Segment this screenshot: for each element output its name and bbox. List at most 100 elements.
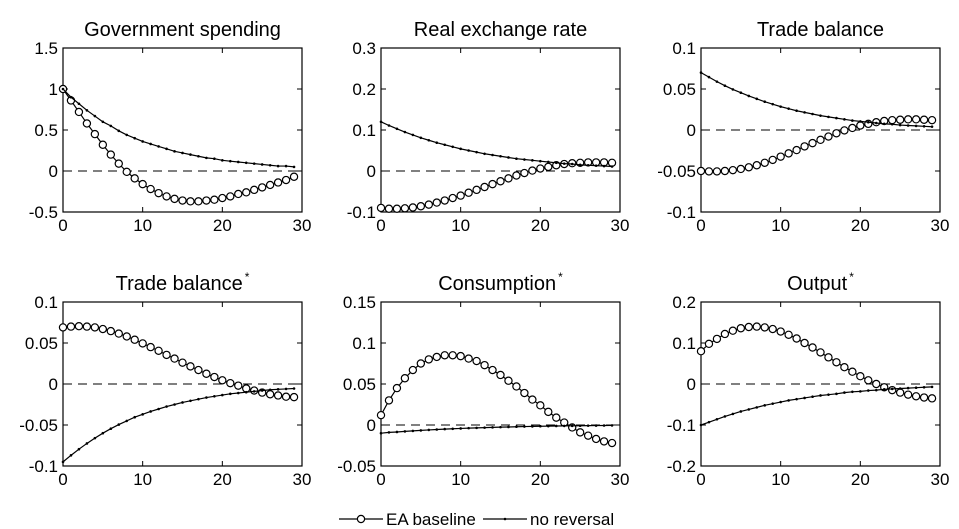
y-tick-label: 0 bbox=[687, 121, 696, 140]
data-point-ea-baseline bbox=[66, 322, 76, 331]
data-point-ea-baseline bbox=[82, 119, 92, 128]
data-point-no-reversal bbox=[165, 147, 168, 151]
data-point-no-reversal bbox=[763, 100, 767, 104]
data-point-ea-baseline bbox=[218, 193, 227, 203]
data-point-ea-baseline bbox=[752, 161, 761, 170]
x-tick-label: 0 bbox=[58, 470, 67, 489]
data-point-ea-baseline bbox=[512, 171, 521, 180]
data-point-no-reversal bbox=[602, 424, 606, 427]
data-point-no-reversal bbox=[419, 429, 423, 432]
data-point-ea-baseline bbox=[575, 428, 585, 437]
data-point-ea-baseline bbox=[472, 185, 481, 195]
legend: EA baseline no reversal bbox=[339, 510, 614, 529]
data-point-no-reversal bbox=[898, 123, 902, 127]
data-point-ea-baseline bbox=[776, 152, 785, 161]
y-tick-label: 0 bbox=[687, 375, 696, 394]
data-point-no-reversal bbox=[268, 388, 272, 392]
data-point-no-reversal bbox=[906, 386, 910, 390]
data-point-no-reversal bbox=[882, 122, 886, 126]
data-point-no-reversal bbox=[260, 163, 264, 166]
data-point-no-reversal bbox=[547, 160, 550, 164]
data-point-no-reversal bbox=[803, 396, 806, 400]
panel-title-text: Consumption bbox=[438, 273, 556, 295]
data-point-ea-baseline bbox=[170, 194, 179, 204]
data-point-no-reversal bbox=[93, 436, 97, 440]
data-point-no-reversal bbox=[173, 403, 176, 406]
data-point-no-reversal bbox=[906, 124, 910, 127]
data-point-no-reversal bbox=[173, 150, 176, 153]
data-point-no-reversal bbox=[859, 390, 862, 393]
data-point-ea-baseline bbox=[186, 197, 195, 206]
data-point-ea-baseline bbox=[178, 196, 187, 205]
data-point-ea-baseline bbox=[768, 324, 777, 334]
data-point-ea-baseline bbox=[472, 356, 481, 366]
data-point-no-reversal bbox=[181, 401, 184, 404]
panel-2: Real exchange rate-0.100.10.20.30 10 20 30 bbox=[347, 19, 630, 235]
data-point-ea-baseline bbox=[440, 196, 449, 205]
data-point-ea-baseline bbox=[599, 437, 609, 446]
data-point-no-reversal bbox=[69, 95, 73, 99]
data-point-ea-baseline bbox=[122, 332, 131, 341]
data-point-ea-baseline bbox=[864, 376, 873, 385]
data-point-no-reversal bbox=[739, 91, 743, 94]
data-point-no-reversal bbox=[387, 431, 391, 434]
y-tick-label: -0.1 bbox=[29, 457, 58, 476]
x-tick-label: 10 bbox=[133, 216, 152, 235]
x-tick-label: 30 bbox=[611, 216, 630, 235]
data-point-no-reversal bbox=[292, 165, 296, 169]
data-point-no-reversal bbox=[787, 399, 790, 402]
data-point-ea-baseline bbox=[424, 355, 433, 364]
data-point-no-reversal bbox=[827, 115, 830, 119]
data-point-ea-baseline bbox=[728, 326, 738, 335]
data-point-ea-baseline bbox=[416, 202, 426, 211]
y-tick-label: -0.05 bbox=[657, 162, 696, 181]
data-point-no-reversal bbox=[835, 392, 838, 396]
data-point-no-reversal bbox=[276, 388, 280, 391]
data-point-ea-baseline bbox=[919, 393, 929, 402]
y-tick-label: 0.3 bbox=[352, 39, 376, 58]
data-point-ea-baseline bbox=[226, 378, 235, 388]
data-point-ea-baseline bbox=[496, 370, 505, 380]
data-point-no-reversal bbox=[141, 140, 144, 143]
data-point-no-reversal bbox=[181, 151, 184, 155]
data-point-ea-baseline bbox=[154, 188, 163, 198]
data-point-ea-baseline bbox=[281, 175, 291, 185]
data-point-no-reversal bbox=[244, 161, 248, 165]
data-point-no-reversal bbox=[507, 156, 510, 159]
data-point-ea-baseline bbox=[536, 401, 545, 410]
panel-title: Trade balance bbox=[757, 19, 884, 41]
data-point-no-reversal bbox=[531, 425, 534, 428]
data-point-ea-baseline bbox=[464, 354, 473, 363]
data-point-no-reversal bbox=[602, 164, 606, 168]
data-point-no-reversal bbox=[819, 114, 822, 117]
data-point-no-reversal bbox=[244, 390, 248, 394]
data-point-ea-baseline bbox=[106, 150, 116, 159]
data-point-no-reversal bbox=[229, 392, 232, 396]
y-tick-label: 0 bbox=[367, 162, 376, 181]
data-point-no-reversal bbox=[451, 145, 455, 149]
data-point-no-reversal bbox=[507, 425, 510, 429]
data-point-no-reversal bbox=[205, 396, 208, 399]
data-point-ea-baseline bbox=[800, 338, 809, 348]
data-point-no-reversal bbox=[523, 158, 526, 161]
data-point-no-reversal bbox=[292, 387, 296, 390]
data-point-no-reversal bbox=[851, 119, 854, 122]
data-point-ea-baseline bbox=[384, 396, 394, 405]
x-tick-label: 10 bbox=[771, 216, 790, 235]
data-point-ea-baseline bbox=[138, 179, 147, 189]
y-tick-label: 0.2 bbox=[352, 80, 376, 99]
data-point-no-reversal bbox=[610, 424, 614, 427]
data-point-no-reversal bbox=[411, 133, 415, 137]
data-point-ea-baseline bbox=[210, 372, 219, 382]
data-point-ea-baseline bbox=[704, 167, 714, 176]
data-point-ea-baseline bbox=[816, 348, 825, 357]
data-point-ea-baseline bbox=[528, 166, 537, 175]
series-line-no-reversal bbox=[380, 424, 613, 434]
data-point-no-reversal bbox=[109, 427, 113, 430]
data-point-ea-baseline bbox=[146, 342, 155, 352]
data-point-ea-baseline bbox=[202, 369, 211, 378]
data-point-no-reversal bbox=[819, 394, 822, 397]
data-point-no-reversal bbox=[515, 425, 518, 429]
